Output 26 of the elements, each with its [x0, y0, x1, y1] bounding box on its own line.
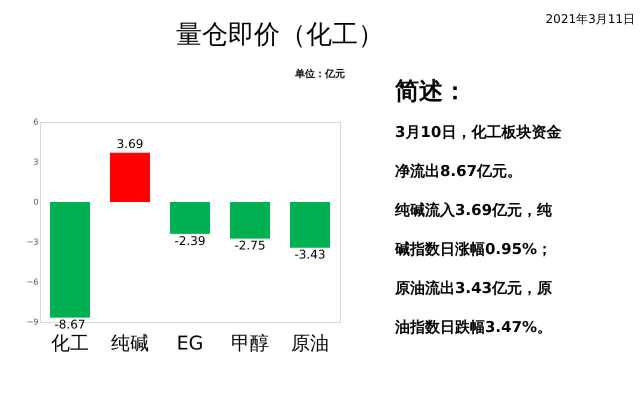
- x-tick-label: 原油: [291, 332, 329, 354]
- y-tick-label: 6: [33, 118, 38, 126]
- data-label: -8.67: [54, 318, 86, 332]
- x-tick-label: 甲醇: [231, 332, 269, 354]
- y-tick-label: 0: [33, 198, 38, 206]
- x-tick-label: EG: [176, 332, 204, 354]
- data-label: -2.39: [174, 234, 206, 248]
- chart-title: 量仓即价（化工）: [176, 20, 384, 50]
- text: 净流出8.67亿元。: [395, 162, 522, 180]
- text: 原油流出3.43亿元，原: [394, 279, 552, 297]
- text: 纯碱流入3.69亿元，纯: [394, 201, 552, 219]
- y-tick-label: 3: [33, 158, 38, 166]
- y-tick-label: −9: [26, 318, 38, 326]
- text: 2021年3月11日: [546, 12, 635, 26]
- data-label: -3.43: [294, 248, 326, 262]
- y-tick-label: −3: [26, 238, 38, 246]
- x-tick-label: 化工: [51, 332, 89, 354]
- text: 碱指数日涨幅0.95%；: [394, 240, 552, 258]
- text: 油指数日跌幅3.47%。: [394, 318, 552, 336]
- data-label: 3.69: [116, 136, 144, 151]
- text: 简述：: [394, 77, 467, 105]
- y-tick-label: −6: [26, 278, 38, 286]
- data-label: -2.75: [234, 238, 266, 253]
- text: 单位：亿元: [294, 68, 345, 80]
- text: 3月10日，化工板块资金: [395, 123, 562, 141]
- x-tick-label: 纯碱: [111, 332, 149, 354]
